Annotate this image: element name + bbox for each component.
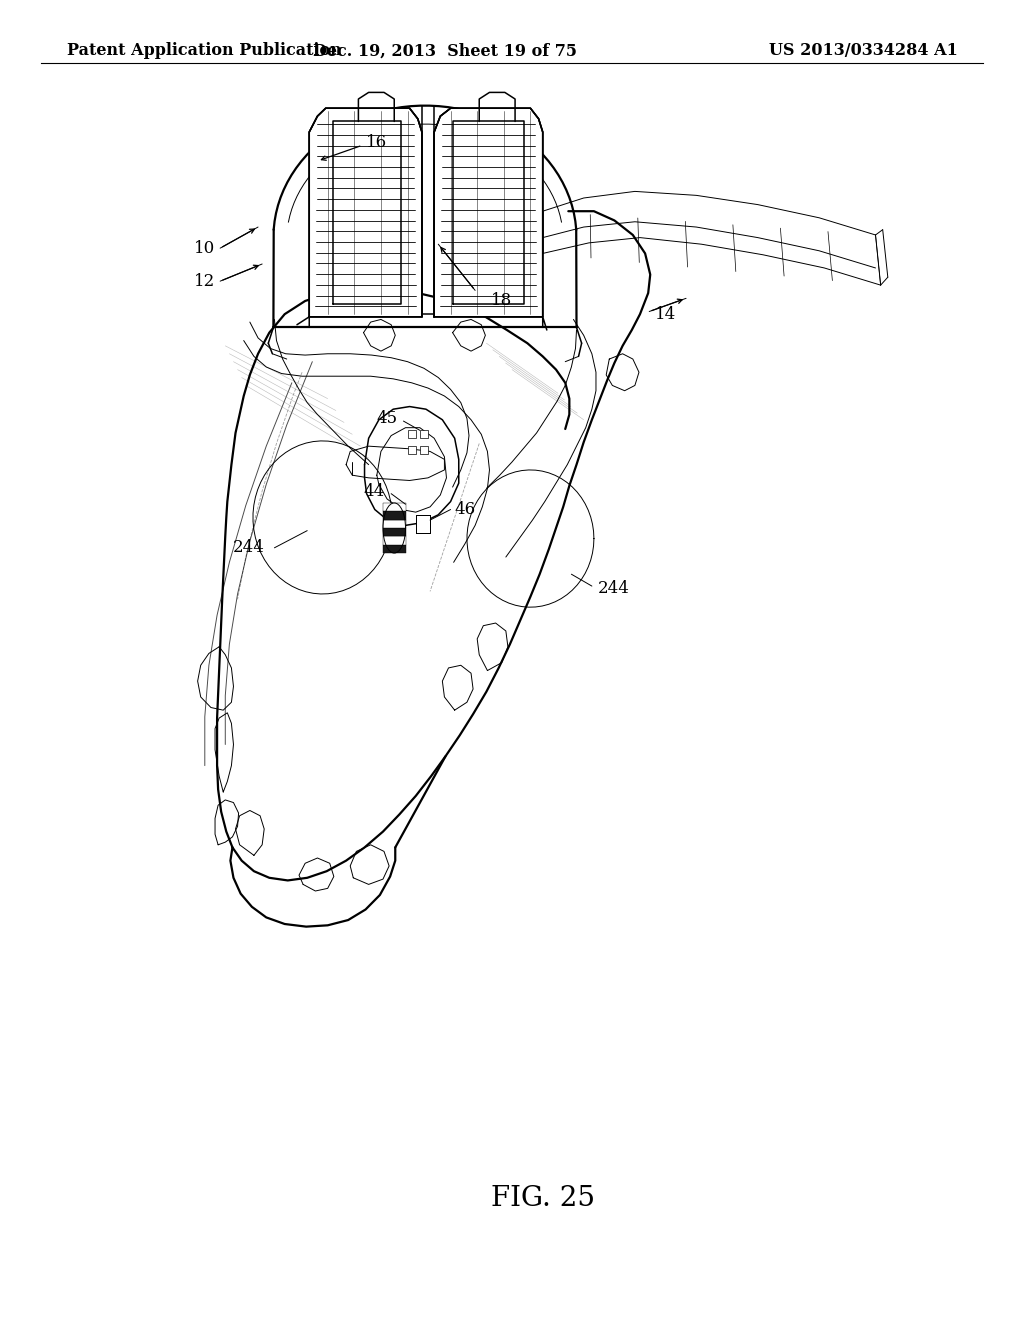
Polygon shape <box>434 108 543 317</box>
Text: 12: 12 <box>194 273 215 289</box>
Bar <box>383 503 406 511</box>
Bar <box>383 545 406 553</box>
Bar <box>383 511 406 520</box>
Text: 244: 244 <box>598 581 630 597</box>
Bar <box>420 430 428 438</box>
Text: 46: 46 <box>455 502 476 517</box>
Bar <box>383 536 406 545</box>
Polygon shape <box>309 108 422 317</box>
Polygon shape <box>416 515 430 533</box>
Text: US 2013/0334284 A1: US 2013/0334284 A1 <box>769 42 957 59</box>
Bar <box>408 446 416 454</box>
Text: 18: 18 <box>492 293 512 309</box>
Bar <box>408 430 416 438</box>
Text: Dec. 19, 2013  Sheet 19 of 75: Dec. 19, 2013 Sheet 19 of 75 <box>313 42 578 59</box>
Bar <box>420 446 428 454</box>
Text: 45: 45 <box>376 411 397 426</box>
Text: 244: 244 <box>232 540 264 556</box>
Bar <box>383 520 406 528</box>
Text: Patent Application Publication: Patent Application Publication <box>67 42 341 59</box>
Text: FIG. 25: FIG. 25 <box>490 1185 595 1212</box>
Text: 14: 14 <box>655 306 677 322</box>
Text: 16: 16 <box>367 135 387 150</box>
Text: 10: 10 <box>194 240 215 256</box>
Text: 44: 44 <box>364 483 385 499</box>
Bar <box>383 528 406 536</box>
